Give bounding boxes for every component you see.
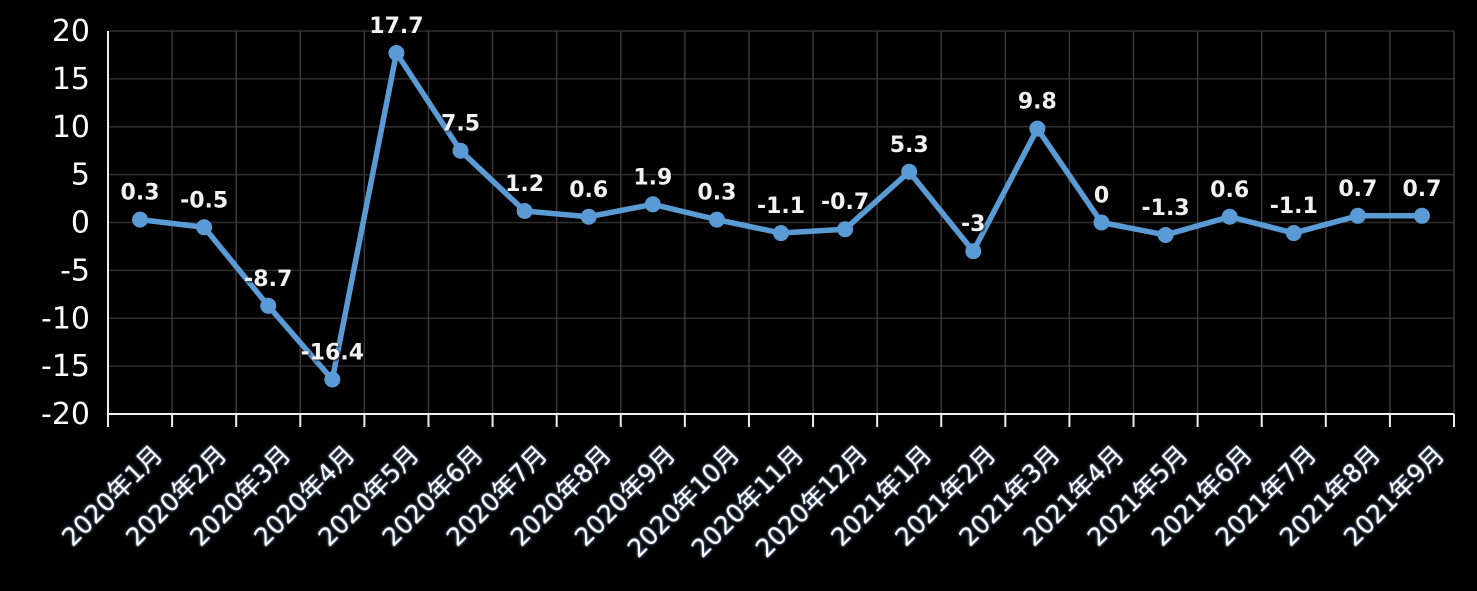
data-point-marker: [132, 211, 149, 228]
y-axis-tick-label: -5: [60, 253, 90, 288]
data-point-marker: [644, 196, 661, 213]
data-point-marker: [324, 371, 341, 388]
data-point-value-label: 0: [1094, 184, 1109, 209]
y-axis-tick-label: -20: [41, 397, 90, 432]
data-point-value-label: 0.7: [1402, 177, 1441, 202]
data-point-value-label: 7.5: [441, 112, 480, 137]
data-point-marker: [1029, 120, 1046, 137]
data-point-marker: [1413, 207, 1430, 224]
y-axis-tick-label: 0: [71, 206, 90, 241]
data-point-value-label: 0.3: [121, 181, 160, 206]
data-point-marker: [516, 203, 533, 220]
data-point-marker: [773, 225, 789, 242]
data-point-value-label: 5.3: [890, 133, 929, 158]
data-point-value-label: 0.6: [569, 178, 608, 203]
y-axis-tick-label: -10: [41, 301, 90, 336]
data-point-value-label: 0.7: [1338, 177, 1377, 202]
data-point-marker: [1349, 207, 1366, 224]
y-axis-tick-label: 5: [71, 158, 90, 193]
data-point-value-label: -3: [961, 212, 985, 237]
data-point-value-label: -1.1: [1270, 194, 1318, 219]
data-point-marker: [901, 163, 918, 180]
data-point-value-label: -1.3: [1142, 196, 1190, 221]
data-point-marker: [837, 221, 854, 238]
data-point-marker: [708, 211, 725, 228]
data-point-value-label: 17.7: [369, 14, 423, 39]
data-point-marker: [388, 45, 405, 62]
y-axis-tick-label: 10: [52, 110, 90, 145]
data-point-marker: [1221, 208, 1238, 225]
data-point-value-label: 1.9: [633, 165, 672, 190]
data-point-value-label: 0.6: [1210, 178, 1249, 203]
data-point-marker: [196, 219, 213, 236]
data-point-marker: [1093, 214, 1110, 231]
data-point-marker: [1157, 226, 1174, 243]
data-point-value-label: 9.8: [1018, 90, 1057, 115]
data-point-marker: [452, 142, 469, 159]
y-axis-tick-label: 20: [52, 14, 90, 49]
data-point-value-label: -8.7: [244, 267, 292, 292]
data-point-value-label: -16.4: [301, 341, 364, 366]
data-point-marker: [1285, 225, 1302, 242]
data-point-value-label: -1.1: [757, 194, 805, 219]
y-axis-tick-label: -15: [41, 349, 90, 384]
data-point-value-label: -0.7: [821, 190, 869, 215]
y-axis-tick-label: 15: [52, 62, 90, 97]
data-point-value-label: 0.3: [697, 181, 736, 206]
data-point-marker: [965, 243, 982, 260]
data-point-marker: [580, 208, 597, 225]
data-point-value-label: -0.5: [180, 188, 228, 213]
data-point-marker: [260, 297, 277, 314]
data-point-value-label: 1.2: [505, 172, 544, 197]
